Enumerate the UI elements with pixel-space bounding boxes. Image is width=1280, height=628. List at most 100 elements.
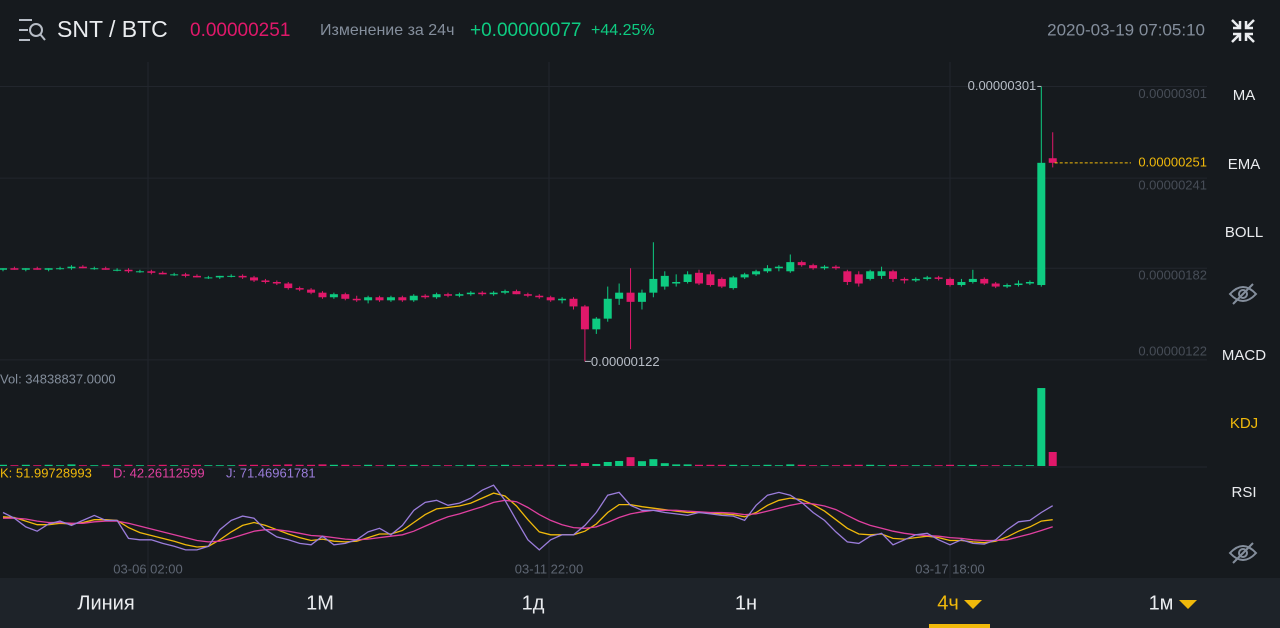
volume-bar: [329, 464, 338, 466]
volume-bar: [866, 464, 875, 466]
volume-bar: [364, 464, 373, 466]
candle-body: [284, 283, 293, 289]
candle-body: [1003, 285, 1012, 287]
candle-body: [820, 266, 829, 269]
candle-body: [980, 278, 989, 284]
volume-bar: [44, 464, 53, 466]
interval-tab[interactable]: Линия: [77, 592, 134, 614]
volume-bar: [660, 463, 669, 466]
interval-tab[interactable]: 1м: [1149, 592, 1174, 614]
hide-icon[interactable]: [1228, 542, 1258, 564]
volume-bar: [455, 465, 464, 466]
candle-body: [147, 271, 156, 273]
volume-bar: [1003, 465, 1012, 466]
volume-bar: [854, 464, 863, 466]
menu-icon[interactable]: [19, 19, 46, 41]
y-tick-label: 0.00000301: [1138, 86, 1207, 101]
high-label: 0.00000301: [968, 78, 1037, 93]
pair: SNT / BTC: [57, 16, 168, 42]
volume-bar: [991, 465, 1000, 466]
volume-bar: [124, 464, 133, 466]
kdj-line: [2, 484, 1054, 551]
interval-tab[interactable]: 1д: [522, 592, 545, 614]
volume-bar: [1014, 465, 1023, 466]
candle-body: [67, 266, 76, 269]
collapse-icon[interactable]: [1231, 19, 1255, 43]
volume-bar: [786, 464, 795, 466]
volume-bar: [946, 464, 955, 466]
legend-entry: K: 51.99728993: [0, 465, 92, 480]
interval-tab-selected[interactable]: 4ч: [937, 592, 959, 614]
indicator[interactable]: MA: [1233, 87, 1256, 104]
volume-bar: [421, 465, 430, 466]
volume-bar: [1037, 388, 1046, 466]
candle-body: [375, 297, 384, 301]
candle-body: [706, 274, 715, 286]
volume-bar: [1048, 452, 1057, 466]
indicator[interactable]: RSI: [1231, 484, 1256, 501]
volume-bar: [911, 465, 920, 466]
candle-body: [238, 275, 247, 278]
volume-bar: [523, 465, 532, 466]
candle-body: [192, 275, 201, 278]
datetime: 2020-03-19 07:05:10: [1047, 20, 1205, 39]
candle-body: [546, 297, 555, 301]
chart-area: 03-06 02:00 03-11 22:00 03-17 18:00 0.00000…: [0, 62, 1207, 578]
candle-body: [1014, 283, 1023, 286]
volume-bar: [432, 465, 441, 466]
legend-entry: J: 71.46961781: [226, 465, 316, 480]
volume-bar: [10, 465, 19, 466]
interval-tab[interactable]: 1н: [735, 592, 757, 614]
volume-bar: [386, 464, 395, 466]
volume-bar: [831, 465, 840, 466]
candle-body: [478, 292, 487, 295]
interval-tab[interactable]: 1M: [306, 592, 334, 614]
volume-bar: [101, 464, 110, 466]
indicator[interactable]: BOLL: [1225, 224, 1263, 241]
volume-bar: [1025, 465, 1034, 466]
volume-bar: [56, 465, 65, 466]
volume-bar: [113, 465, 122, 466]
candle-body: [558, 298, 567, 301]
candle-body: [341, 294, 350, 299]
volume-bar: [158, 464, 167, 466]
indicator[interactable]: EMA: [1228, 156, 1261, 173]
volume-bar: [695, 464, 704, 466]
candle-body: [649, 278, 658, 293]
volume-bar: [763, 464, 772, 466]
candle-body: [774, 266, 783, 269]
candle-body: [181, 274, 190, 276]
candle-body: [113, 269, 122, 271]
indicator-selected[interactable]: KDJ: [1230, 415, 1258, 432]
candle-body: [250, 277, 259, 281]
volume-bar: [888, 464, 897, 466]
indicator[interactable]: MACD: [1222, 347, 1266, 364]
candle-body: [592, 318, 601, 330]
volume-bar: [501, 464, 510, 466]
candle-body: [158, 272, 167, 275]
candle-body: [934, 277, 943, 279]
volume-bar: [307, 464, 316, 466]
volume-bar: [398, 465, 407, 466]
volume-bar: [535, 464, 544, 466]
volume-bar: [740, 465, 749, 466]
price: 0.00000251: [190, 20, 290, 41]
candle-body: [660, 275, 669, 287]
volume-bar: [626, 457, 635, 466]
candle-body: [831, 266, 840, 269]
volume-bar: [752, 465, 761, 466]
candle-body: [797, 262, 806, 266]
candle-body: [717, 278, 726, 287]
candle-body: [900, 278, 909, 281]
volume-bar: [318, 464, 327, 466]
volume-bar: [569, 464, 578, 466]
candle-body: [489, 292, 498, 295]
candle-body: [44, 268, 53, 270]
hide-icon[interactable]: [1228, 283, 1258, 305]
volume-bar: [672, 464, 681, 466]
volume-bar: [797, 464, 806, 466]
candle-body: [386, 297, 395, 301]
volume-bar: [489, 465, 498, 466]
